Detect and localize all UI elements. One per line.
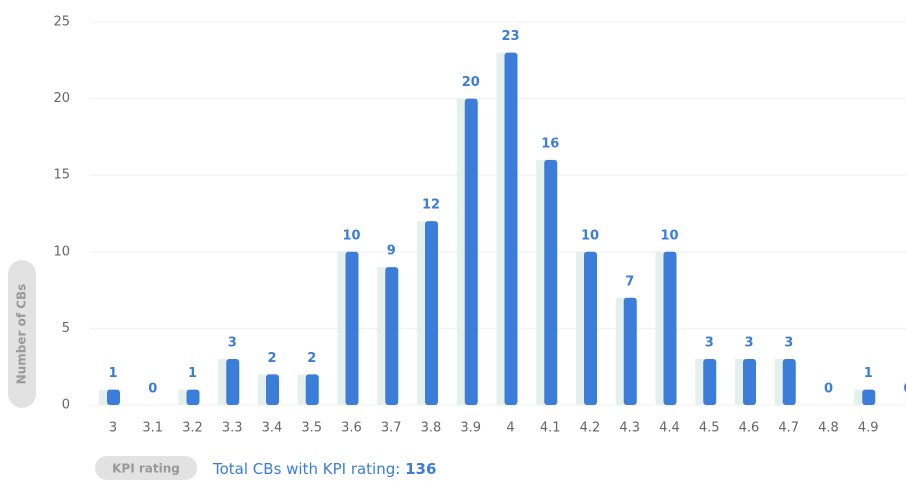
bar: [226, 359, 240, 405]
total-value: 136: [405, 460, 436, 478]
bar: [584, 251, 597, 405]
total-label: Total CBs with KPI rating:: [212, 460, 400, 478]
x-tick-label: 4.2: [580, 421, 601, 436]
value-label: 10: [342, 228, 360, 243]
x-axis-label: KPI rating: [112, 462, 180, 476]
bar: [305, 374, 319, 405]
x-tick-label: 4: [506, 421, 514, 436]
value-label: 10: [660, 228, 678, 243]
y-tick-label: 25: [53, 15, 70, 30]
bar: [703, 359, 717, 405]
bar: [743, 359, 756, 405]
bar: [186, 389, 200, 405]
x-tick-label: 3.5: [301, 421, 322, 436]
bar: [385, 267, 399, 405]
y-tick-label: 5: [62, 321, 70, 336]
value-label: 10: [581, 228, 599, 243]
value-label: 3: [705, 336, 714, 351]
value-label: 0: [903, 382, 906, 397]
y-tick-label: 0: [62, 398, 70, 413]
value-label: 3: [744, 336, 753, 351]
x-tick-label: 4.5: [699, 421, 720, 436]
x-tick-label: 3.9: [460, 421, 481, 436]
x-tick-label: 4.1: [540, 421, 561, 436]
bar: [544, 159, 558, 405]
bar: [464, 98, 478, 405]
y-label-pill: [8, 260, 36, 408]
bar: [266, 374, 279, 405]
x-tick-label: 3.1: [142, 421, 163, 436]
x-tick-label: 3.4: [262, 421, 283, 436]
y-tick-label: 20: [53, 91, 70, 106]
value-label: 2: [307, 351, 316, 366]
bar: [782, 359, 796, 405]
y-tick-label: 15: [53, 168, 70, 183]
x-tick-label: 3.3: [222, 421, 243, 436]
value-label: 1: [108, 366, 117, 381]
x-tick-label: 4.6: [739, 421, 760, 436]
value-label: 2: [267, 351, 276, 366]
x-tick-label: 4.7: [778, 421, 799, 436]
y-axis-label: Number of CBs: [15, 284, 29, 385]
x-tick-label: 3.6: [341, 421, 362, 436]
x-tick-label: 3.2: [182, 421, 203, 436]
value-label: 20: [462, 75, 480, 90]
value-label: 0: [148, 382, 157, 397]
value-label: 1: [864, 366, 873, 381]
value-label: 1: [188, 366, 197, 381]
value-label: 3: [784, 336, 793, 351]
total-text: Total CBs with KPI rating: 136: [212, 460, 436, 478]
value-label: 7: [625, 274, 634, 289]
value-label: 3: [228, 336, 237, 351]
bar: [107, 389, 120, 405]
y-tick-label: 10: [53, 244, 70, 259]
value-label: 0: [824, 382, 833, 397]
bar: [504, 52, 518, 405]
bar: [345, 251, 359, 405]
x-tick-label: 4.9: [858, 421, 879, 436]
x-tick-label: 4.4: [659, 421, 680, 436]
bar: [862, 389, 876, 405]
value-label: 12: [422, 198, 440, 213]
bar: [425, 221, 438, 405]
x-tick-label: 3.7: [381, 421, 402, 436]
x-tick-label: 4.3: [619, 421, 640, 436]
x-tick-label: 4.8: [818, 421, 839, 436]
bar: [663, 251, 677, 405]
x-label-pill: [95, 456, 197, 480]
bar: [623, 297, 637, 405]
value-label: 9: [387, 244, 396, 259]
value-label: 16: [541, 136, 559, 151]
value-label: 23: [501, 29, 519, 44]
x-tick-label: 3.8: [421, 421, 442, 436]
x-tick-label: 3: [109, 421, 117, 436]
